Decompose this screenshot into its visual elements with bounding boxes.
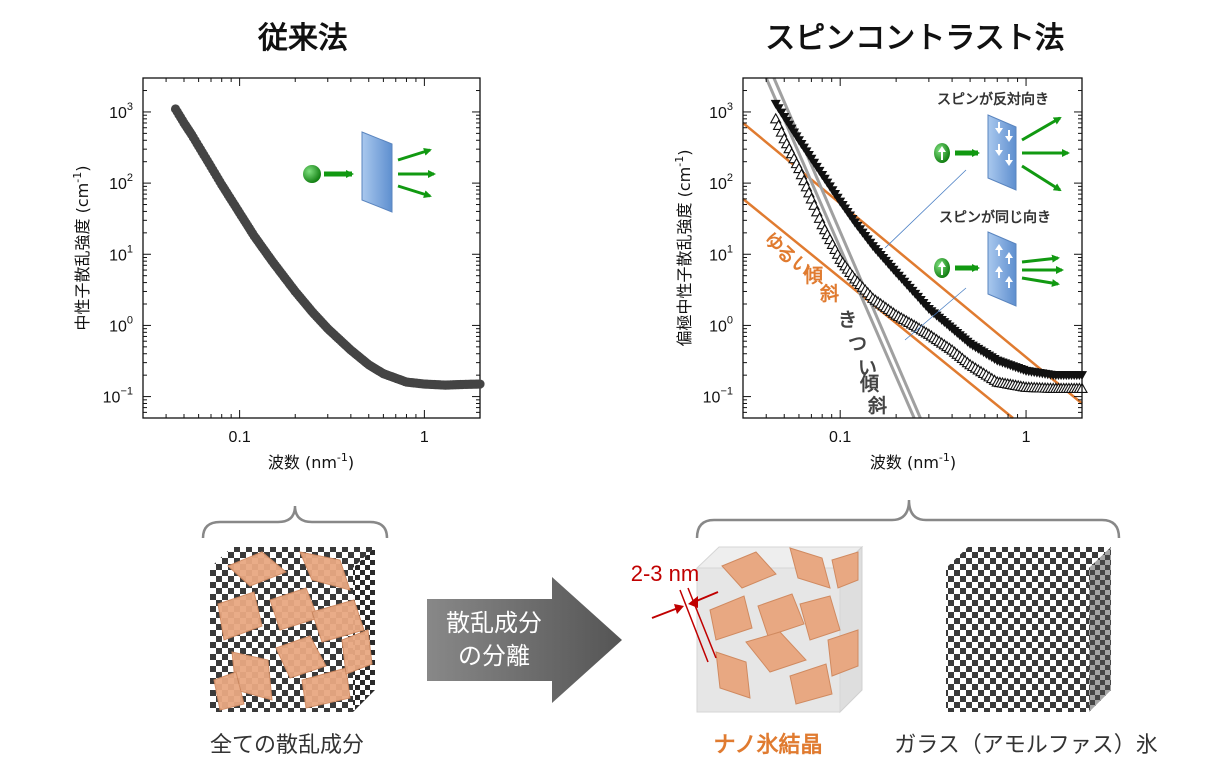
separation-arrow-shape (427, 577, 622, 703)
steep-slope-char: 斜 (867, 394, 887, 417)
heading-conventional-method: 従来法 (257, 21, 348, 56)
spin-same-label: スピンが同じ向き (939, 209, 1051, 226)
steep-slope-line (764, 77, 916, 419)
heading-spin-contrast-method: スピンコントラスト法 (765, 21, 1064, 56)
neutron-ball (303, 165, 321, 183)
y-tick-label: 101 (109, 243, 133, 264)
right-curly-brace (695, 499, 1121, 539)
all-components-caption: 全ての散乱成分 (210, 733, 364, 758)
data-point (475, 379, 485, 389)
x-tick-label: 1 (1022, 429, 1031, 446)
connector-line (904, 287, 967, 341)
steep-slope-char: つ (848, 333, 867, 355)
data-points (170, 104, 485, 390)
connector-line (884, 169, 967, 249)
gentle-slope-char: 斜 (819, 282, 839, 305)
y-tick-label: 10−1 (703, 386, 733, 407)
axis-ticks (742, 77, 1083, 419)
x-axis-title: 波数 (nm-1) (870, 451, 956, 472)
y-tick-label: 103 (709, 101, 733, 122)
glass-ice-cube (946, 547, 1111, 712)
tick-labels: 0.1 1 103 102 101 100 10−1 (103, 101, 429, 446)
spin-up-arrow (938, 146, 946, 160)
x-tick-label: 0.1 (228, 429, 250, 446)
x-axis-title: 波数 (nm-1) (268, 451, 354, 472)
gentle-slope-char: 傾 (803, 264, 824, 287)
spin-opposite-label: スピンが反対向き (937, 91, 1049, 108)
data-points (769, 99, 1088, 394)
y-tick-label: 100 (709, 314, 733, 335)
y-tick-label: 102 (709, 172, 733, 193)
sample-plate (361, 131, 393, 213)
spin-opposite-scattering-icon: スピンが反対向き (934, 91, 1070, 192)
plot-frame (742, 77, 1083, 419)
nano-ice-caption: ナノ氷結晶 (714, 732, 823, 758)
chart-conventional: 0.1 1 103 102 101 100 10−1 波数 (nm-1) 中性子散乱強度 (… (71, 77, 485, 472)
size-label: 2-3 nm (631, 561, 699, 586)
y-tick-label: 10−1 (103, 386, 133, 407)
plot-frame (142, 77, 481, 419)
separation-arrow: 散乱成分 の分離 (427, 577, 622, 703)
nano-ice-cube (651, 545, 864, 714)
all-components-cube (210, 547, 375, 712)
axis-ticks (142, 77, 481, 419)
tick-labels: 0.1 1 103 102 101 100 10−1 (703, 101, 1031, 446)
spin-up-arrow (938, 261, 946, 275)
gentle-slope-label: ゆ る い 傾 斜 (759, 228, 839, 305)
y-tick-label: 101 (709, 243, 733, 264)
spin-same-scattering-icon: スピンが同じ向き (934, 209, 1064, 307)
y-tick-label: 100 (109, 314, 133, 335)
y-tick-label: 103 (109, 101, 133, 122)
y-axis-title: 偏極中性子散乱強度 (cm-1) (673, 150, 694, 347)
steep-slope-char: き (838, 309, 857, 331)
glass-ice-caption: ガラス（アモルファス）氷 (894, 733, 1158, 758)
separation-arrow-line2: の分離 (458, 642, 530, 670)
neutron-beam-scattering-icon (303, 131, 436, 213)
x-tick-label: 1 (420, 429, 429, 446)
spin-down-arrows (995, 122, 1013, 166)
sample-plate (987, 114, 1017, 191)
cube-front-face (946, 568, 1089, 712)
chart-spin-contrast: 0.1 1 103 102 101 100 10−1 波数 (nm-1) 偏極中性子散乱強度… (673, 77, 1088, 472)
cube-side-face-pattern (1089, 547, 1111, 712)
left-curly-brace (201, 505, 389, 539)
sample-plate (987, 231, 1017, 307)
steep-slope-label: き つ い 傾 斜 (838, 309, 887, 417)
nano-crystals (213, 551, 373, 711)
x-tick-label: 0.1 (829, 429, 851, 446)
spin-up-arrows (995, 244, 1013, 288)
y-tick-label: 102 (109, 172, 133, 193)
y-axis-title: 中性子散乱強度 (cm-1) (71, 166, 92, 331)
nano-crystals (709, 547, 859, 705)
size-dimension-marker (651, 587, 719, 663)
cube-top-face (946, 547, 1111, 568)
steep-slope-char: 傾 (859, 372, 880, 395)
steep-slope-char: い (858, 357, 877, 379)
separation-arrow-line1: 散乱成分 (446, 609, 542, 637)
